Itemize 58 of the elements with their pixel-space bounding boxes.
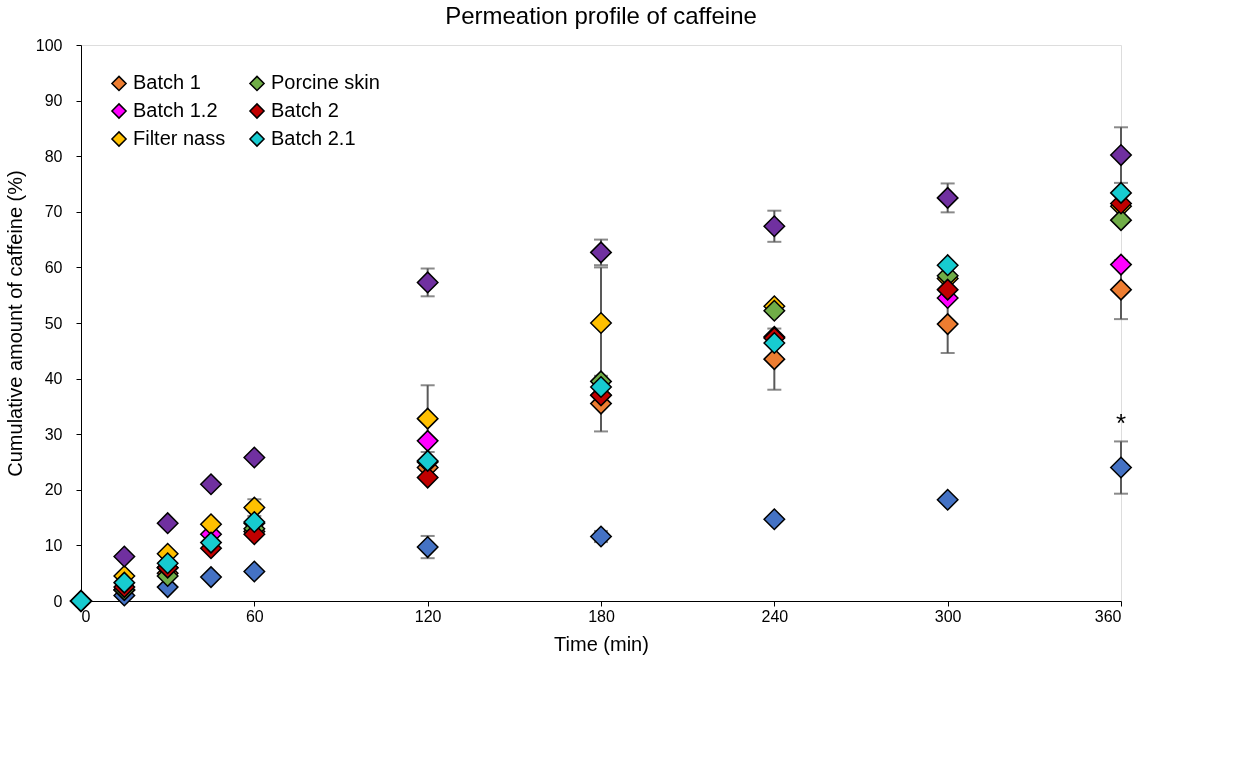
- point: [200, 513, 222, 536]
- y-tick-label: 0: [53, 592, 63, 610]
- point: [936, 278, 959, 301]
- point: [416, 271, 439, 294]
- point: [1110, 253, 1132, 276]
- legend-label: Porcine skin: [271, 71, 380, 94]
- point: [200, 531, 222, 554]
- point: [113, 545, 136, 568]
- point: [1110, 209, 1132, 232]
- point: [416, 466, 439, 489]
- point: [1110, 456, 1132, 479]
- point: [763, 348, 786, 371]
- x-tick-label: 240: [761, 607, 789, 625]
- x-tick-label: 60: [245, 607, 264, 625]
- point: [200, 473, 222, 496]
- y-tick-label: 30: [44, 425, 63, 443]
- y-tick-label: 70: [44, 203, 63, 221]
- legend-label: Batch 2.1: [271, 127, 356, 149]
- legend-label: Batch 1.2: [133, 99, 218, 121]
- y-tick-label: 20: [44, 481, 63, 499]
- x-tick-label: 120: [414, 607, 442, 625]
- y-tick-label: 10: [44, 536, 63, 554]
- point: [590, 312, 612, 334]
- x-tick-label: 0: [81, 607, 91, 625]
- y-axis-title: Cumulative amount of caffeine (%): [3, 170, 26, 477]
- x-tick-label: 300: [934, 607, 962, 625]
- point: [590, 375, 612, 398]
- point: [243, 560, 266, 583]
- y-tick-label: 80: [44, 147, 63, 165]
- point: [200, 566, 222, 589]
- x-tick-label: 180: [588, 607, 615, 625]
- point: [416, 429, 439, 452]
- annotation: *: [1115, 408, 1127, 439]
- x-tick-label: 360: [1094, 607, 1122, 625]
- y-tick-label: 90: [44, 92, 63, 110]
- point: [113, 571, 136, 594]
- x-axis-title: Time (min): [554, 632, 649, 655]
- point: [1110, 181, 1132, 204]
- point: [936, 186, 959, 209]
- y-tick-label: 60: [44, 258, 63, 276]
- legend-label: Filter nass: [133, 127, 226, 149]
- y-tick-label: 100: [35, 36, 63, 54]
- point: [936, 313, 959, 336]
- point: [1110, 144, 1132, 167]
- point: [936, 254, 959, 277]
- point: [243, 446, 266, 469]
- point: [936, 488, 959, 511]
- point: [763, 332, 786, 355]
- y-tick-label: 50: [44, 314, 63, 332]
- point: [156, 512, 179, 535]
- point: [416, 407, 439, 430]
- point: [763, 508, 786, 531]
- legend-label: Batch 2: [271, 99, 339, 121]
- y-tick-label: 40: [44, 370, 63, 388]
- point: [1110, 278, 1132, 301]
- point: [763, 215, 786, 238]
- legend-label: Batch 1: [133, 71, 201, 94]
- chart-title: Permeation profile of caffeine: [445, 2, 757, 29]
